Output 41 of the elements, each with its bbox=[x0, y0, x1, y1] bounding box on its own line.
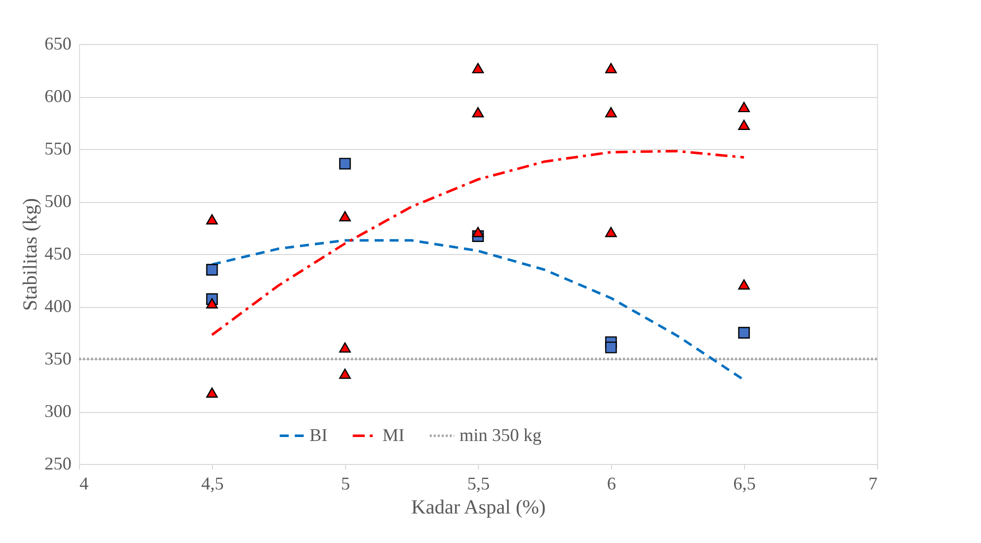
point bbox=[605, 226, 617, 238]
legend-label: min 350 kg bbox=[460, 424, 542, 445]
legend-label: BI bbox=[310, 424, 328, 445]
point bbox=[472, 107, 484, 118]
point bbox=[738, 279, 750, 290]
x-tick-label: 4 bbox=[80, 474, 88, 494]
y-tick-label: 500 bbox=[44, 191, 72, 211]
y-tick-label: 600 bbox=[44, 86, 72, 106]
y-tick-label: 350 bbox=[44, 348, 72, 368]
x-tick-label: 4,5 bbox=[201, 474, 224, 494]
point bbox=[472, 226, 484, 238]
point bbox=[738, 102, 750, 112]
y-tick-label: 650 bbox=[44, 34, 72, 54]
point bbox=[472, 63, 484, 74]
point bbox=[339, 368, 351, 379]
point bbox=[605, 63, 617, 74]
y-tick-label: 300 bbox=[44, 401, 72, 421]
x-tick-label: 6,5 bbox=[733, 474, 756, 494]
line-series bbox=[210, 150, 746, 336]
x-tick-label: 5,5 bbox=[467, 474, 490, 494]
point bbox=[738, 120, 750, 130]
point bbox=[206, 214, 218, 224]
legend-label: MI bbox=[382, 424, 405, 445]
y-tick-label: 550 bbox=[44, 138, 72, 158]
y-tick-label: 400 bbox=[44, 296, 72, 316]
point bbox=[738, 326, 750, 339]
x-axis-title: Kadar Aspal (%) bbox=[411, 496, 546, 518]
point bbox=[339, 158, 351, 170]
y-tick-label: 450 bbox=[44, 244, 72, 264]
x-tick-label: 6 bbox=[607, 474, 616, 494]
y-tick-label: 250 bbox=[44, 454, 72, 474]
point bbox=[339, 211, 351, 222]
point bbox=[339, 342, 351, 353]
point bbox=[206, 387, 218, 398]
point bbox=[605, 107, 617, 118]
x-tick-label: 7 bbox=[868, 474, 878, 494]
point bbox=[206, 264, 218, 276]
y-axis-title: Stabilitas (kg) bbox=[20, 198, 42, 311]
point bbox=[206, 298, 218, 308]
point bbox=[605, 342, 617, 354]
x-tick-label: 5 bbox=[341, 474, 350, 494]
